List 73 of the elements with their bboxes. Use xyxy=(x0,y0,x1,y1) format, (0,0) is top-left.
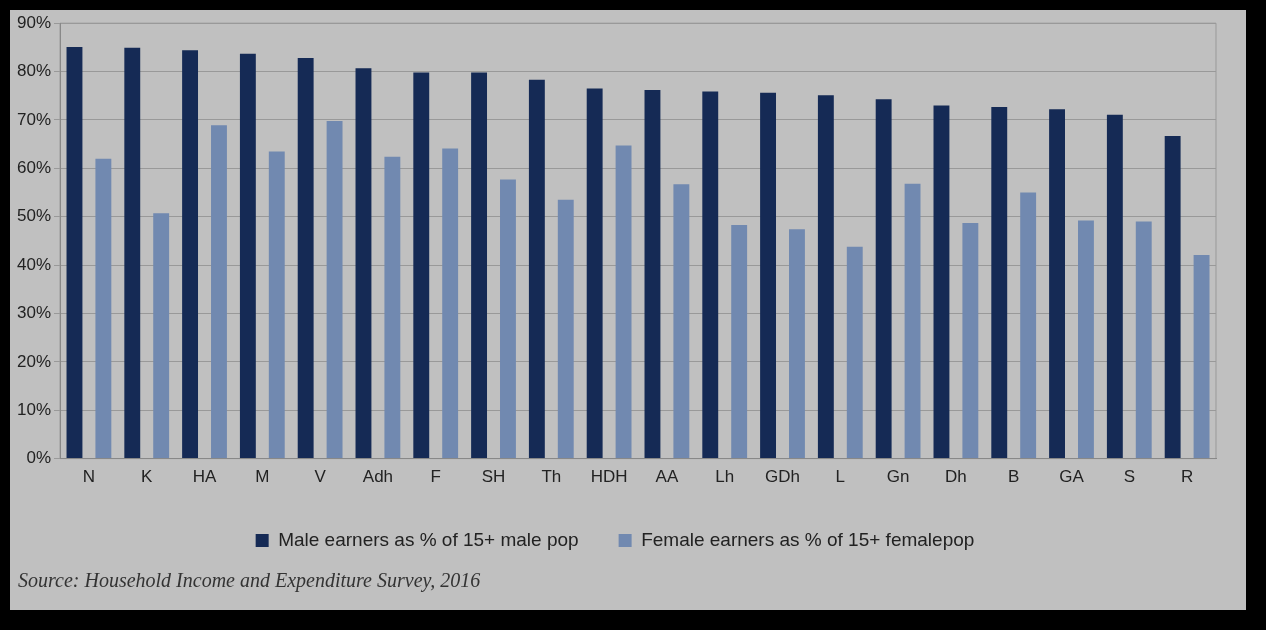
bar xyxy=(500,179,516,459)
bar xyxy=(95,158,112,459)
x-tick-label: Th xyxy=(541,467,562,487)
bar xyxy=(904,183,921,459)
bar xyxy=(355,68,372,459)
bar xyxy=(702,91,719,459)
x-tick-label: B xyxy=(1008,467,1020,487)
x-tick-label: GA xyxy=(1059,467,1085,487)
y-tick-label: 30% xyxy=(16,303,52,323)
bar xyxy=(557,199,574,459)
x-tick-label: HDH xyxy=(590,467,628,487)
bar xyxy=(153,213,170,459)
bar xyxy=(384,156,401,459)
bar xyxy=(442,148,459,459)
y-tick-label: 0% xyxy=(26,448,52,468)
bar xyxy=(528,79,545,459)
bar xyxy=(789,229,805,459)
y-tick-label: 90% xyxy=(16,12,52,32)
bar xyxy=(673,184,690,459)
x-tick-label: Dh xyxy=(945,467,967,487)
bar xyxy=(1049,109,1065,459)
bar xyxy=(846,246,863,459)
bar xyxy=(326,120,343,459)
x-tick-label: L xyxy=(835,467,846,487)
x-tick-label: V xyxy=(314,467,327,487)
x-tick-label: S xyxy=(1123,467,1135,487)
source-note: Source: Household Income and Expenditure Survey, 2016 xyxy=(18,569,481,592)
x-tick-label: F xyxy=(430,467,441,487)
legend-label: Male earners as % of 15+ male pop xyxy=(278,528,579,550)
y-tick-label: 80% xyxy=(16,61,52,81)
x-tick-label: M xyxy=(255,467,270,487)
y-tick-label: 40% xyxy=(16,254,52,274)
x-tick-label: GDh xyxy=(765,467,800,487)
y-tick-label: 10% xyxy=(16,399,52,419)
bar xyxy=(239,53,256,459)
x-tick-label: Adh xyxy=(362,467,394,487)
x-tick-label: SH xyxy=(481,467,506,487)
bar xyxy=(731,224,748,459)
bar xyxy=(615,145,632,459)
bar xyxy=(413,72,430,459)
x-tick-label: R xyxy=(1180,467,1194,487)
bar xyxy=(991,106,1008,459)
x-tick-label: AA xyxy=(655,467,679,487)
bar xyxy=(66,46,83,459)
x-tick-label: HA xyxy=(192,467,217,487)
bar xyxy=(1193,254,1210,459)
y-tick-label: 70% xyxy=(16,109,52,129)
bar xyxy=(1078,220,1094,459)
legend-label: Female earners as % of 15+ femalepop xyxy=(641,528,975,550)
bar xyxy=(268,151,285,459)
x-tick-label: N xyxy=(82,467,96,487)
bar xyxy=(211,125,227,459)
y-tick-label: 20% xyxy=(16,351,52,371)
bar xyxy=(182,50,199,459)
bar xyxy=(962,223,979,459)
bar xyxy=(1106,114,1123,459)
bar xyxy=(760,92,777,459)
x-tick-label: Lh xyxy=(715,467,735,487)
bar xyxy=(297,58,314,459)
bar xyxy=(875,99,892,459)
bar xyxy=(933,105,950,459)
bar xyxy=(1164,135,1181,459)
bar xyxy=(586,88,603,459)
bar xyxy=(817,95,834,459)
y-tick-label: 60% xyxy=(16,158,52,178)
bar xyxy=(1020,192,1037,459)
bar xyxy=(644,89,661,459)
x-tick-label: K xyxy=(141,467,154,487)
x-tick-label: Gn xyxy=(886,467,910,487)
bar xyxy=(471,72,488,459)
y-tick-label: 50% xyxy=(16,206,52,226)
bar xyxy=(1135,221,1152,459)
bar xyxy=(124,47,141,459)
